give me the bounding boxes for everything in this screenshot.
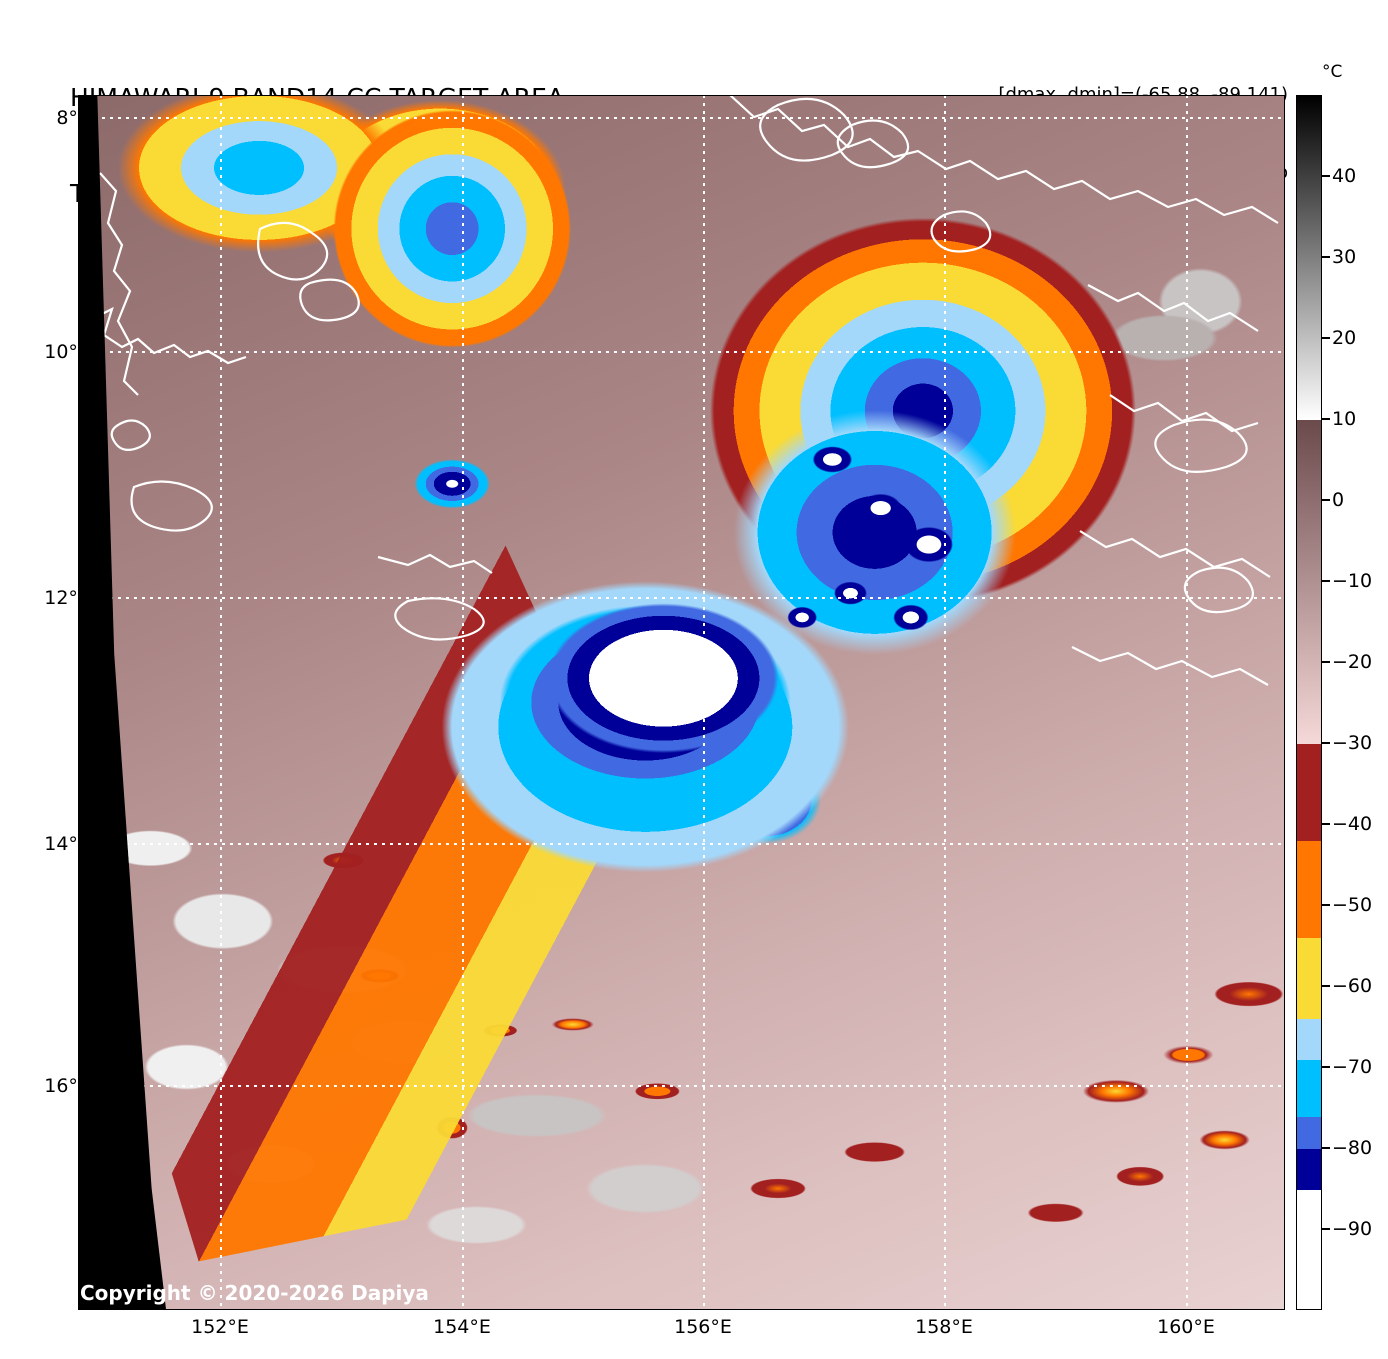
tick-lon-160E: 160°E — [1157, 1316, 1215, 1338]
tick-lon-156E: 156°E — [674, 1316, 732, 1338]
gridline-lon-154E — [462, 95, 464, 1310]
colorbar-tick-minus90: −90 — [1332, 1218, 1373, 1240]
colorbar-segment-white — [1297, 1189, 1321, 1309]
colorbar-tickmark — [1322, 175, 1330, 177]
colorbar-tick-minus20: −20 — [1332, 651, 1373, 673]
colorbar-segment-navy — [1297, 1149, 1321, 1190]
coastline-island-i — [1154, 418, 1248, 473]
colorbar-tickmark — [1322, 661, 1330, 663]
colorbar-tickmark — [1322, 985, 1330, 987]
coastline-overlay — [97, 95, 1279, 686]
colorbar-tickmark — [1322, 337, 1330, 339]
tick-lon-152E: 152°E — [191, 1316, 249, 1338]
colorbar-tick-minus70: −70 — [1332, 1056, 1373, 1078]
colorbar-tick-minus80: −80 — [1332, 1137, 1373, 1159]
colorbar-tick-0: 0 — [1332, 489, 1345, 511]
colorbar-tick-30: 30 — [1332, 246, 1357, 268]
colorbar-tickmark — [1322, 1147, 1330, 1149]
colorbar-segment-orange — [1297, 841, 1321, 939]
colorbar-tickmark — [1322, 1228, 1330, 1230]
colorbar-tick-20: 20 — [1332, 327, 1357, 349]
coastline-island-g — [836, 119, 910, 169]
colorbar-tickmark — [1322, 823, 1330, 825]
colorbar-segment-royalblue — [1297, 1116, 1321, 1149]
colorbar-tickmark — [1322, 499, 1330, 501]
colorbar-tickmark — [1322, 256, 1330, 258]
coastline-island-d — [130, 480, 213, 532]
colorbar-segment-warm-ramp — [1297, 420, 1321, 744]
colorbar-tick-minus40: −40 — [1332, 813, 1373, 835]
satellite-image-plot: Copyright © 2020-2026 Dapiya — [78, 95, 1285, 1310]
colorbar-tickmark — [1322, 1066, 1330, 1068]
coastline-island-j — [1183, 566, 1254, 614]
coastline-island-c — [110, 419, 151, 452]
satellite-swath — [97, 95, 1285, 1310]
coastline-ne-a — [1087, 284, 1259, 332]
gridline-lat-10S — [97, 351, 1285, 353]
coastline-island-f — [759, 97, 854, 162]
tick-lat-8S: 8°S — [56, 107, 90, 129]
tick-lon-158E: 158°E — [915, 1316, 973, 1338]
colorbar-tick-10: 10 — [1332, 408, 1357, 430]
colorbar-tick-minus50: −50 — [1332, 894, 1373, 916]
coastline-ne-b — [1109, 394, 1259, 433]
coastline-island-b — [299, 278, 360, 322]
colorbar-tickmark — [1322, 580, 1330, 582]
colorbar-tick-minus30: −30 — [1332, 732, 1373, 754]
tick-lat-16S: 16°S — [44, 1075, 90, 1097]
coastline-island-h — [930, 210, 992, 253]
coastline-island-e — [394, 597, 485, 641]
gridline-lon-160E — [1186, 95, 1188, 1310]
colorbar-segment-yellow — [1297, 938, 1321, 1020]
copyright-label: Copyright © 2020-2026 Dapiya — [80, 1281, 429, 1305]
coastline-nw-islands — [97, 304, 247, 365]
coastline-ne-d — [1071, 646, 1269, 686]
gridline-lon-158E — [944, 95, 946, 1310]
tick-lat-10S: 10°S — [44, 341, 90, 363]
coastline-island-a — [257, 221, 329, 281]
colorbar-tick-minus60: −60 — [1332, 975, 1373, 997]
colorbar-tick-minus10: −10 — [1332, 570, 1373, 592]
colorbar — [1296, 95, 1322, 1310]
gridline-lat-12S — [97, 597, 1285, 599]
coastline-ne-c — [1079, 530, 1271, 578]
central-dense-overcast-layer — [97, 95, 1285, 1310]
colorbar-tickmark — [1322, 742, 1330, 744]
gridline-lat-16S — [97, 1085, 1285, 1087]
tick-lat-14S: 14°S — [44, 833, 90, 855]
colorbar-tick-40: 40 — [1332, 165, 1357, 187]
colorbar-tickmark — [1322, 904, 1330, 906]
colorbar-segment-darkred — [1297, 744, 1321, 842]
coastline-mid — [377, 553, 493, 574]
colorbar-segment-hot-ramp — [1297, 96, 1321, 420]
tick-lat-12S: 12°S — [44, 587, 90, 609]
gridline-lon-156E — [703, 95, 705, 1310]
coastline-north-mainland — [729, 95, 1279, 224]
gridline-lat-14S — [97, 843, 1285, 845]
colorbar-unit-label: °C — [1322, 62, 1343, 82]
colorbar-tickmark — [1322, 418, 1330, 420]
tick-lon-154E: 154°E — [433, 1316, 491, 1338]
gridline-lat-8S — [97, 117, 1285, 119]
colorbar-segment-lightblue — [1297, 1019, 1321, 1060]
colorbar-tick-labels: 40 30 20 10 0 −10 −20 −30 −40 −50 −60 −70 −80 −90 — [1322, 95, 1386, 1310]
colorbar-segment-cyan — [1297, 1059, 1321, 1117]
coastline-west — [99, 172, 139, 396]
gridline-lon-152E — [220, 95, 222, 1310]
